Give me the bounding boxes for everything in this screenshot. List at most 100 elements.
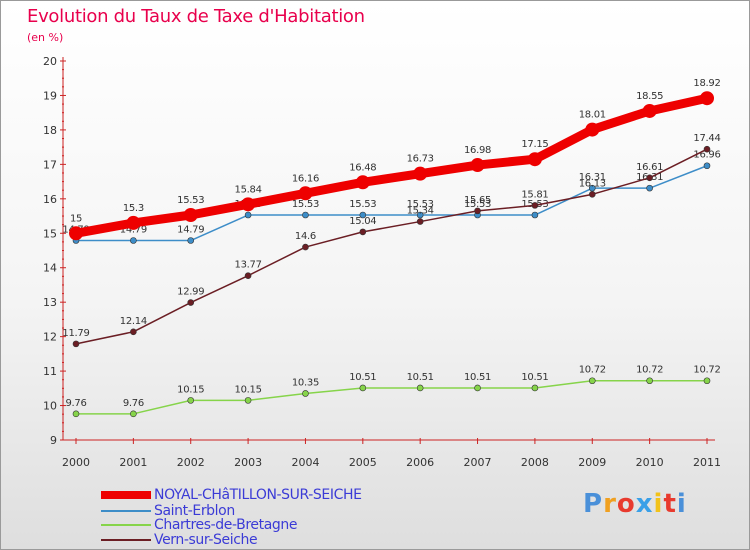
data-label: 15.81 — [521, 189, 548, 200]
legend-swatch-noyal — [101, 491, 151, 499]
data-label: 15 — [70, 213, 82, 224]
data-point — [416, 384, 424, 392]
data-label: 16.96 — [693, 150, 720, 161]
data-label: 14.6 — [295, 231, 316, 242]
legend-label-chartres: Chartres-de-Bretagne — [154, 517, 298, 533]
logo-letter: x — [635, 489, 654, 519]
data-point — [703, 162, 711, 170]
data-point — [355, 175, 370, 190]
data-label: 15.34 — [407, 206, 434, 217]
data-point — [244, 397, 252, 404]
data-point — [703, 377, 711, 385]
legend-swatch-vern — [101, 539, 151, 541]
chart-title: Evolution du Taux de Taxe d'Habitation — [27, 6, 365, 27]
data-point — [69, 226, 83, 241]
data-label: 14.79 — [120, 225, 147, 236]
y-tick-label: 13 — [43, 296, 57, 309]
data-point — [588, 191, 596, 198]
data-label: 16.48 — [349, 162, 376, 173]
data-label: 15.3 — [123, 203, 144, 214]
data-point — [646, 377, 653, 385]
data-label: 16.13 — [579, 178, 606, 189]
data-label: 15.53 — [464, 199, 491, 210]
data-point — [527, 152, 542, 167]
y-tick-label: 18 — [43, 124, 57, 137]
data-point — [474, 207, 481, 215]
data-label: 10.35 — [292, 377, 319, 388]
data-point — [130, 410, 137, 418]
data-label: 10.72 — [579, 365, 606, 376]
data-label: 16.73 — [407, 154, 434, 165]
data-label: 10.15 — [235, 384, 262, 395]
logo-letter: o — [616, 489, 636, 519]
data-label: 10.51 — [407, 372, 434, 383]
x-tick-label: 2004 — [291, 456, 319, 469]
data-point — [298, 186, 313, 201]
data-label: 10.72 — [693, 365, 720, 376]
data-point — [700, 91, 714, 106]
data-point — [302, 390, 309, 397]
legend-swatch-saint-erblon — [101, 510, 151, 512]
data-point — [187, 237, 195, 244]
x-tick-label: 2001 — [119, 456, 147, 469]
data-label: 17.44 — [693, 133, 720, 144]
data-point — [359, 384, 367, 392]
legend-swatch-chartres — [101, 524, 151, 526]
y-tick-label: 16 — [43, 193, 57, 206]
y-tick-label: 19 — [43, 89, 57, 102]
x-tick-label: 2003 — [234, 456, 262, 469]
data-point — [646, 174, 653, 182]
logo-letter: P — [583, 489, 604, 519]
data-label: 15.84 — [235, 184, 262, 195]
data-label: 9.76 — [65, 398, 86, 409]
data-point — [413, 166, 428, 181]
series-line — [75, 164, 708, 242]
data-point — [703, 145, 711, 153]
data-point — [126, 215, 141, 230]
y-tick-label: 14 — [43, 262, 57, 275]
data-point — [244, 272, 252, 279]
series-line — [75, 148, 708, 345]
logo-letter: t — [663, 489, 677, 519]
data-label: 16.98 — [464, 145, 491, 156]
data-point — [642, 103, 657, 118]
series-line — [75, 379, 708, 415]
data-point — [183, 208, 198, 223]
data-label: 17.15 — [521, 139, 548, 150]
x-tick-label: 2008 — [521, 456, 549, 469]
data-label: 12.99 — [177, 287, 204, 298]
data-label: 10.72 — [636, 365, 663, 376]
y-tick-label: 11 — [43, 365, 57, 378]
data-point — [241, 197, 256, 212]
data-label: 18.01 — [579, 110, 606, 121]
data-point — [187, 397, 195, 404]
x-tick-label: 2006 — [406, 456, 434, 469]
proxiti-logo: Proxiti — [583, 489, 687, 519]
y-tick-label: 12 — [43, 331, 57, 344]
data-point — [359, 211, 367, 219]
logo-letter: i — [653, 489, 664, 519]
x-tick-label: 2009 — [578, 456, 606, 469]
legend-label-saint-erblon: Saint-Erblon — [154, 503, 235, 519]
data-point — [531, 202, 539, 209]
data-label: 15.53 — [349, 199, 376, 210]
legend-label-noyal: NOYAL-CHâTILLON-SUR-SEICHE — [154, 487, 362, 503]
data-label: 10.15 — [177, 384, 204, 395]
y-tick-label: 15 — [43, 227, 57, 240]
data-point — [130, 237, 137, 244]
data-label: 14.79 — [177, 225, 204, 236]
x-tick-label: 2011 — [693, 456, 721, 469]
data-label: 15.65 — [464, 195, 491, 206]
data-point — [531, 384, 539, 392]
data-point — [588, 377, 596, 385]
data-label: 10.51 — [521, 372, 548, 383]
logo-letter: i — [676, 489, 687, 519]
data-label: 10.51 — [464, 372, 491, 383]
data-point — [302, 211, 309, 219]
unit-label: (en %) — [27, 31, 64, 44]
legend-label-vern: Vern-sur-Seiche — [154, 532, 258, 548]
series-line — [71, 93, 712, 238]
y-tick-label: 20 — [43, 55, 57, 68]
